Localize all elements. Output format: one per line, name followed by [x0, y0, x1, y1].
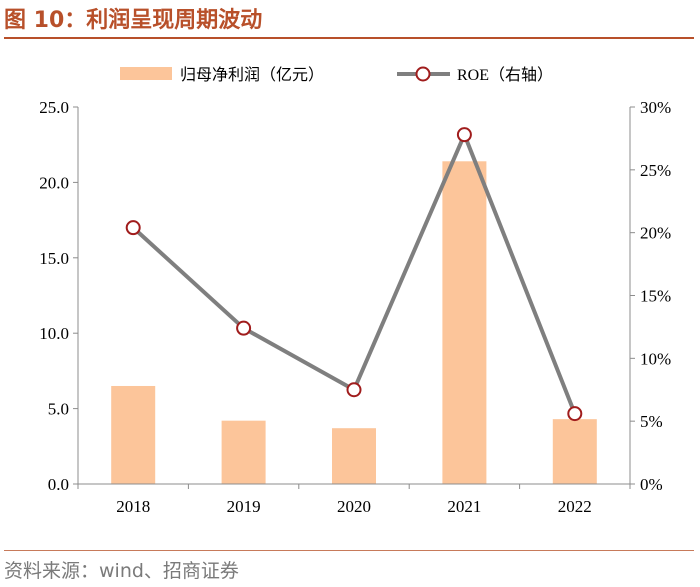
y-left-tick-label: 15.0 [39, 249, 69, 268]
roe-point-2019 [236, 320, 252, 336]
line-layer [125, 127, 583, 422]
y-right-tick-label: 5% [640, 412, 663, 431]
roe-line [131, 132, 577, 415]
y-right-tick-label: 25% [640, 161, 671, 180]
y-right-tick-label: 10% [640, 349, 671, 368]
legend-bar-label: 归母净利润（亿元） [180, 65, 324, 84]
axes-layer: 0.0 5.0 10.0 15.0 20.0 25.0 0% 5% 10% 15% 20% 25% 30… [39, 98, 671, 516]
bar-2022 [552, 419, 597, 484]
bar-2020 [332, 428, 376, 484]
legend-line-label-suffix: （右轴） [489, 65, 553, 84]
y-right-tick-label: 20% [640, 224, 671, 243]
y-left-tick-label: 10.0 [39, 324, 69, 343]
footer-rule [4, 550, 694, 551]
x-tick-label-2019: 2019 [227, 497, 261, 516]
legend: 归母净利润（亿元） ROE（右轴） [120, 65, 553, 84]
x-tick-label-2018: 2018 [116, 497, 150, 516]
bars-layer [111, 161, 597, 484]
roe-point-2021 [456, 127, 472, 143]
figure-title: 图 10：利润呈现周期波动 [4, 8, 263, 33]
legend-bar-swatch [120, 67, 172, 80]
bar-2021 [442, 161, 487, 484]
bar-2018 [111, 385, 156, 484]
legend-line-marker [415, 66, 431, 82]
y-left-tick-label: 20.0 [39, 173, 69, 192]
legend-line-label-main: ROE [457, 67, 489, 84]
y-left-tick-label: 25.0 [39, 98, 69, 117]
y-right-tick-label: 30% [640, 98, 671, 117]
y-right-tick-label: 0% [640, 475, 663, 494]
legend-line-label: ROE（右轴） [457, 65, 553, 84]
y-left-tick-label: 5.0 [48, 400, 69, 419]
y-right-tick-label: 15% [640, 287, 671, 306]
bar-2019 [221, 420, 266, 484]
roe-point-2018 [125, 220, 141, 236]
source-note: 资料来源：wind、招商证券 [4, 560, 239, 582]
y-left-tick-label: 0.0 [48, 475, 69, 494]
x-tick-label-2020: 2020 [337, 497, 371, 516]
x-tick-label-2021: 2021 [447, 497, 481, 516]
roe-point-2022 [567, 406, 583, 422]
title-rule [4, 37, 694, 39]
roe-point-2020 [346, 382, 362, 398]
x-tick-label-2022: 2022 [558, 497, 592, 516]
